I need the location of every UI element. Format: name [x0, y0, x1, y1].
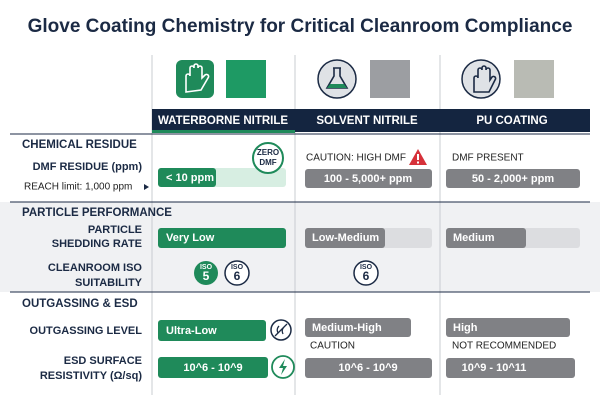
cell-value: 100 - 5,000+ ppm — [324, 173, 413, 185]
cell-note: NOT RECOMMENDED — [452, 341, 556, 352]
coating-swatch — [370, 60, 410, 98]
badge-text: 6 — [234, 269, 241, 283]
cell-value: Ultra-Low — [166, 325, 217, 337]
cell-value: 10^6 - 10^9 — [183, 362, 242, 374]
arrow — [144, 184, 149, 190]
badge-text: ISO — [231, 264, 244, 271]
zero-dmf-badge — [252, 142, 284, 174]
cell-value: Very Low — [166, 232, 215, 244]
bar — [158, 228, 286, 248]
cell-value: < 10 ppm — [166, 172, 214, 184]
iso-badge — [224, 260, 250, 286]
bar — [305, 228, 385, 248]
icon-glyph — [279, 359, 287, 375]
cell-value: 10^9 - 10^11 — [462, 362, 527, 374]
cell-value: Low-Medium — [312, 232, 379, 244]
cell-note: DMF PRESENT — [452, 153, 524, 164]
flask-liquid — [327, 84, 347, 88]
column-header: WATERBORNE NITRILE — [158, 115, 288, 127]
cell-value: High — [453, 322, 478, 334]
row-label: RESISTIVITY (Ω/sq) — [40, 370, 142, 382]
row-label: DMF RESIDUE (ppm) — [33, 161, 143, 173]
coating-swatch — [514, 60, 554, 98]
section-title: CHEMICAL RESIDUE — [22, 139, 137, 151]
cell-value: Medium-High — [312, 322, 382, 334]
iso-badge — [194, 261, 218, 285]
icon-glyph — [274, 323, 288, 337]
badge-text: 6 — [363, 269, 370, 283]
badge-text: DMF — [259, 158, 276, 167]
badge-text: ZERO — [257, 148, 279, 157]
bar — [446, 358, 575, 378]
bar — [305, 169, 432, 188]
glove-glyph — [185, 63, 210, 93]
bar — [158, 168, 216, 187]
row-label: CLEANROOM ISO — [48, 262, 143, 274]
row-label: ESD SURFACE — [64, 355, 142, 367]
cell-note: CAUTION: HIGH DMF — [306, 153, 406, 164]
cell-value: 10^6 - 10^9 — [338, 362, 397, 374]
bar — [158, 320, 266, 341]
warning-glyph — [417, 161, 419, 164]
column-header: PU COATING — [476, 115, 547, 127]
cell-value: 50 - 2,000+ ppm — [472, 173, 554, 185]
badge-text: ISO — [360, 264, 373, 271]
badge-text: 5 — [203, 269, 210, 283]
bar — [305, 358, 432, 378]
header-band — [152, 109, 590, 132]
bar — [446, 228, 526, 248]
cell-value: Medium — [453, 232, 495, 244]
row-label: SHEDDING RATE — [52, 238, 142, 250]
section-title: OUTGASSING & ESD — [22, 298, 138, 310]
glove-glyph — [473, 65, 497, 93]
row-label: PARTICLE — [88, 224, 142, 236]
row-label: OUTGASSING LEVEL — [30, 325, 143, 337]
column-header: SOLVENT NITRILE — [316, 115, 418, 127]
section-title: PARTICLE PERFORMANCE — [22, 207, 172, 219]
bar — [305, 318, 411, 337]
flask-icon — [317, 59, 357, 99]
coating-swatch — [226, 60, 266, 98]
bar — [446, 318, 570, 337]
warning-glyph — [417, 154, 419, 160]
title: Glove Coating Chemistry for Critical Cle… — [28, 16, 573, 37]
cell-note: CAUTION — [310, 341, 355, 352]
row-note: REACH limit: 1,000 ppm — [24, 182, 132, 193]
bar — [158, 357, 268, 378]
header-accent — [152, 130, 295, 133]
bar — [446, 169, 580, 188]
iso-badge — [353, 260, 379, 286]
row-label: SUITABILITY — [75, 277, 143, 289]
badge-text: ISO — [200, 264, 213, 271]
